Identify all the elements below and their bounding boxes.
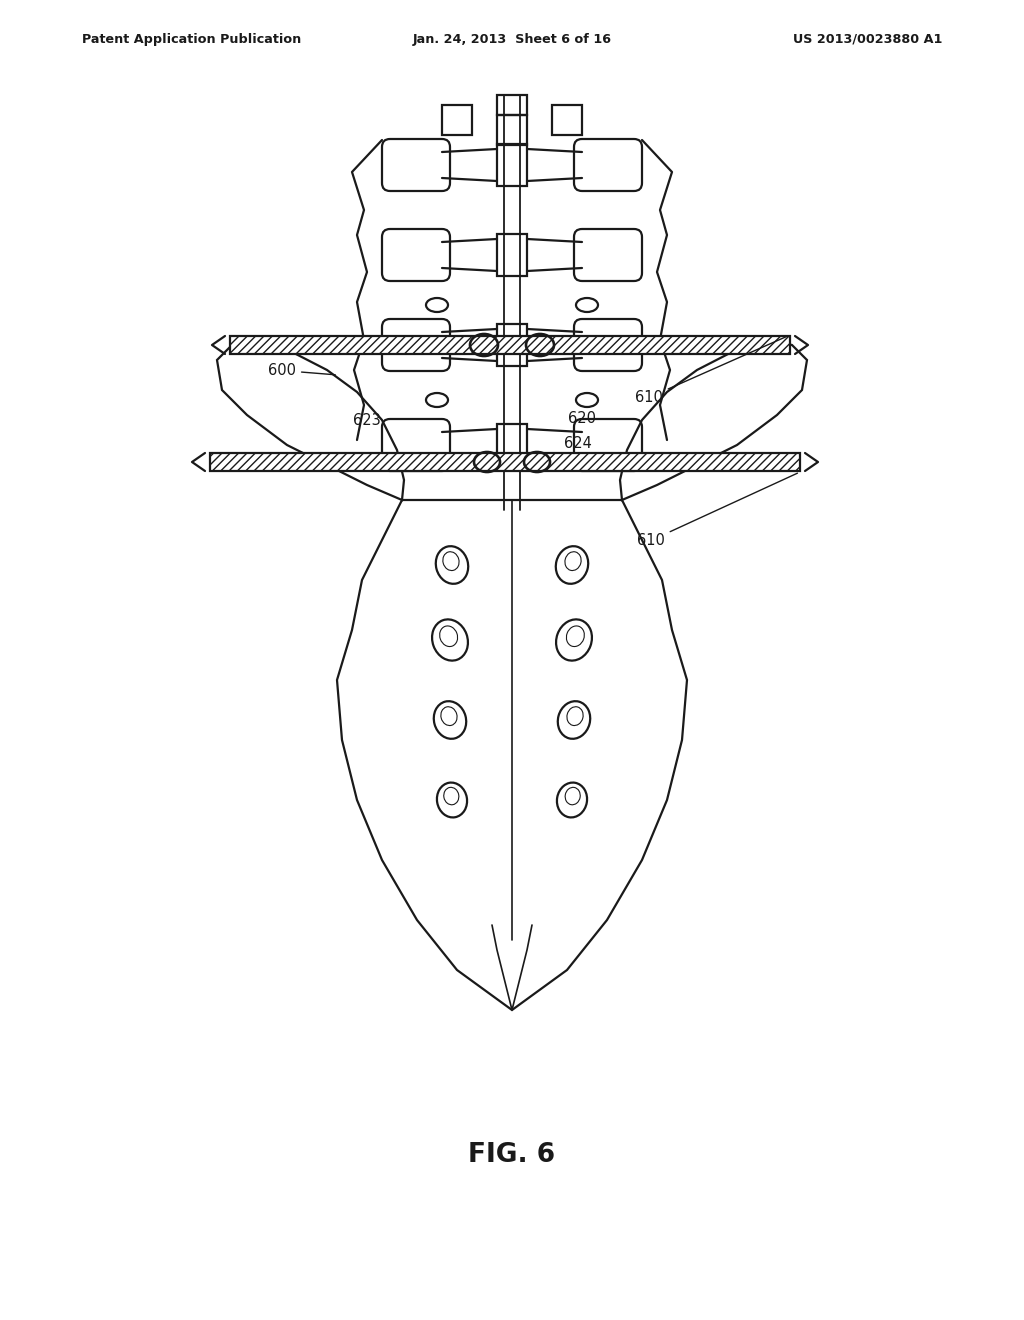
Polygon shape [210,453,800,471]
Polygon shape [230,337,790,354]
Text: Patent Application Publication: Patent Application Publication [82,33,301,46]
Text: 620: 620 [568,411,596,426]
Text: FIG. 6: FIG. 6 [468,1142,556,1168]
Text: Jan. 24, 2013  Sheet 6 of 16: Jan. 24, 2013 Sheet 6 of 16 [413,33,611,46]
Text: 624: 624 [564,436,592,451]
Text: 600: 600 [268,363,335,378]
Text: 623: 623 [353,413,381,428]
Text: 610: 610 [635,337,787,405]
Text: US 2013/0023880 A1: US 2013/0023880 A1 [793,33,942,46]
Text: 610: 610 [637,473,798,548]
